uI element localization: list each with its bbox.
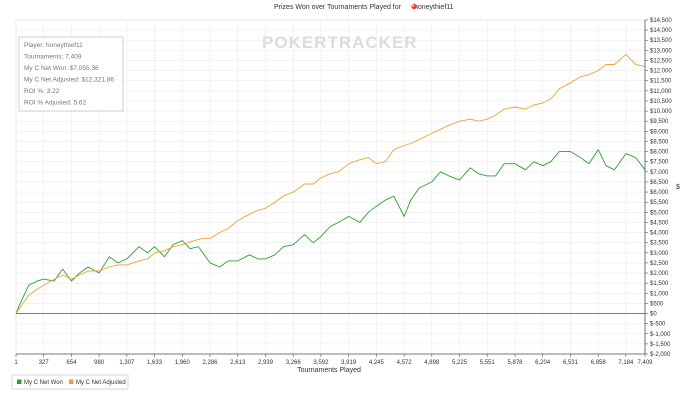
y-tick-label: $4,000 — [650, 231, 669, 237]
stats-line: Tournaments: 7,409 — [24, 54, 82, 61]
chart-title: Prizes Won over Tournaments Played for ho… — [274, 4, 454, 11]
player-flag-icon — [411, 3, 417, 10]
x-tick-label: 1,633 — [147, 360, 163, 366]
y-tick-label: $2,500 — [650, 261, 669, 267]
y-tick-label: $-500 — [650, 322, 666, 328]
legend: My C Net Won My C Net Adjusted — [11, 374, 129, 390]
x-tick-label: 7,184 — [618, 360, 634, 366]
y-tick-label: $1,000 — [650, 291, 669, 297]
series-line-net-won — [15, 149, 646, 314]
x-tick-label: 2,286 — [203, 360, 219, 366]
x-tick-label: 4,572 — [397, 360, 413, 366]
x-tick-label: 3,266 — [286, 360, 302, 366]
y-tick-label: $6,000 — [650, 190, 669, 196]
y-tick-label: $4,500 — [650, 220, 669, 226]
stats-box-frame — [18, 36, 124, 112]
stats-line: Player: honeythief11 — [24, 42, 83, 49]
legend-swatch-net-won — [17, 379, 22, 384]
x-tick-label: 3,919 — [341, 360, 357, 366]
x-tick-label: 5,225 — [452, 360, 468, 366]
stats-line: ROI % Adjusted: 5.62 — [24, 100, 87, 107]
y-tick-label: $11,500 — [650, 79, 672, 85]
y-tick-label: $14,000 — [650, 28, 672, 34]
x-tick-label: 980 — [94, 360, 105, 366]
y-tick-label: $12,000 — [650, 69, 672, 75]
x-tick-label: 6,858 — [591, 360, 607, 366]
y-tick-label: $8,500 — [650, 139, 669, 145]
x-tick-label: 2,613 — [230, 360, 246, 366]
x-tick-label: 654 — [66, 360, 77, 366]
y-tick-label: $12,500 — [650, 58, 672, 64]
stats-box: Player: honeythief11 Tournaments: 7,409 My… — [18, 36, 124, 112]
x-tick-label: 6,531 — [563, 360, 579, 366]
x-tick-label: 7,409 — [637, 360, 653, 366]
x-tick-label: 6,204 — [535, 360, 551, 366]
y-tick-label: $0 — [650, 312, 657, 318]
y-tick-label: $-2,000 — [650, 352, 671, 358]
y-tick-label: $9,500 — [650, 119, 669, 125]
y-tick-label: $5,000 — [650, 210, 669, 216]
axes — [16, 20, 646, 355]
y-tick-label: $3,500 — [650, 241, 669, 247]
y-tick-label: $3,000 — [650, 251, 669, 257]
y-axis-ticks: $-2,000 $-1,500 $-1,000 $-500 $0 $500 $1,000 $1… — [645, 18, 672, 358]
legend-label-net-won: My C Net Won — [24, 380, 63, 386]
x-tick-label: 5,878 — [507, 360, 523, 366]
x-tick-label: 3,592 — [313, 360, 329, 366]
y-tick-label: $10,000 — [650, 109, 672, 115]
y-tick-label: $5,500 — [650, 200, 669, 206]
legend-swatch-net-adjusted — [69, 379, 74, 384]
y-tick-label: $11,000 — [650, 89, 672, 95]
x-axis-label: Tournaments Played — [297, 367, 361, 374]
stats-line: ROI %: 3.22 — [24, 88, 60, 95]
x-axis-ticks: 1 327 654 980 1,307 1,633 1,960 2,286 2,613 2,939… — [14, 354, 653, 366]
x-tick-label: 4,898 — [424, 360, 440, 366]
y-tick-label: $13,500 — [650, 38, 672, 44]
x-tick-label: 1 — [14, 360, 18, 366]
y-tick-label: $10,500 — [650, 99, 672, 105]
x-tick-label: 1,307 — [119, 360, 135, 366]
series-layer — [15, 53, 646, 314]
series-line-net-adjusted — [15, 53, 646, 314]
y-tick-label: $13,000 — [650, 48, 672, 54]
x-tick-label: 4,245 — [369, 360, 385, 366]
y-tick-label: $-1,000 — [650, 332, 671, 338]
y-tick-label: $2,000 — [650, 271, 669, 277]
player-name: honeythief11 — [414, 4, 454, 11]
y-tick-label: $6,500 — [650, 180, 669, 186]
y-axis-label: $ — [676, 184, 680, 191]
stats-line: My C Net Won: $7,055.36 — [24, 65, 99, 72]
watermark: POKERTRACKER — [262, 33, 418, 52]
x-tick-label: 2,939 — [258, 360, 274, 366]
legend-label-net-adjusted: My C Net Adjusted — [76, 380, 126, 386]
y-tick-label: $1,500 — [650, 281, 669, 287]
stats-line: My C Net Adjusted: $12,321.86 — [24, 77, 114, 84]
y-tick-label: $14,500 — [650, 18, 672, 24]
x-tick-label: 327 — [39, 360, 50, 366]
y-tick-label: $7,500 — [650, 160, 669, 166]
y-tick-label: $7,000 — [650, 170, 669, 176]
x-tick-label: 1,960 — [175, 360, 191, 366]
y-tick-label: $8,000 — [650, 150, 669, 156]
chart-title-text: Prizes Won over Tournaments Played for — [274, 4, 402, 11]
x-tick-label: 5,551 — [480, 360, 496, 366]
y-tick-label: $-1,500 — [650, 342, 671, 348]
y-tick-label: $9,000 — [650, 129, 669, 135]
y-tick-label: $500 — [650, 301, 664, 307]
